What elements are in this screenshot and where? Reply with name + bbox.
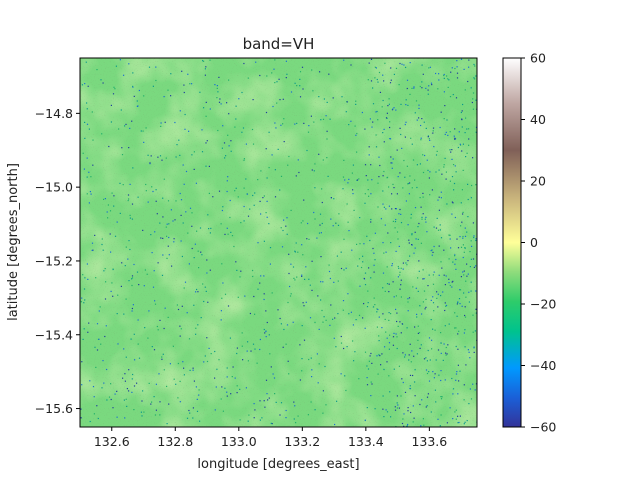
y-tick-label: −14.8 (35, 106, 73, 121)
chart-title: band=VH (243, 35, 315, 53)
x-tick-label: 133.0 (221, 434, 257, 449)
colorbar-tick-label: −20 (530, 297, 556, 312)
colorbar-tick-label: −60 (530, 420, 556, 435)
x-axis-label: longitude [degrees_east] (197, 457, 359, 472)
plot-frame (79, 57, 478, 428)
colorbar-axis: 60 40 20 0 −20 −40 −60 (521, 51, 556, 435)
x-tick-label: 132.6 (94, 434, 130, 449)
x-tick-label: 133.4 (348, 434, 384, 449)
colorbar-tick-label: 0 (530, 235, 538, 250)
x-tick-label: 133.6 (411, 434, 447, 449)
y-axis: −14.8 −15.0 −15.2 −15.4 −15.6 (35, 106, 80, 416)
x-axis: 132.6 132.8 133.0 133.2 133.4 133.6 (94, 427, 447, 449)
heatmap-plot-area (80, 58, 477, 427)
y-axis-label: latitude [degrees_north] (6, 163, 21, 321)
colorbar (503, 58, 521, 427)
x-tick-label: 133.2 (284, 434, 320, 449)
colorbar-tick-label: 40 (530, 112, 546, 127)
colorbar-tick-label: 20 (530, 174, 546, 189)
x-tick-label: 132.8 (157, 434, 193, 449)
y-tick-label: −15.0 (35, 180, 73, 195)
y-tick-label: −15.4 (35, 327, 73, 342)
colorbar-tick-label: −40 (530, 358, 556, 373)
y-tick-label: −15.2 (35, 253, 73, 268)
y-tick-label: −15.6 (35, 401, 73, 416)
colorbar-tick-label: 60 (530, 51, 546, 66)
